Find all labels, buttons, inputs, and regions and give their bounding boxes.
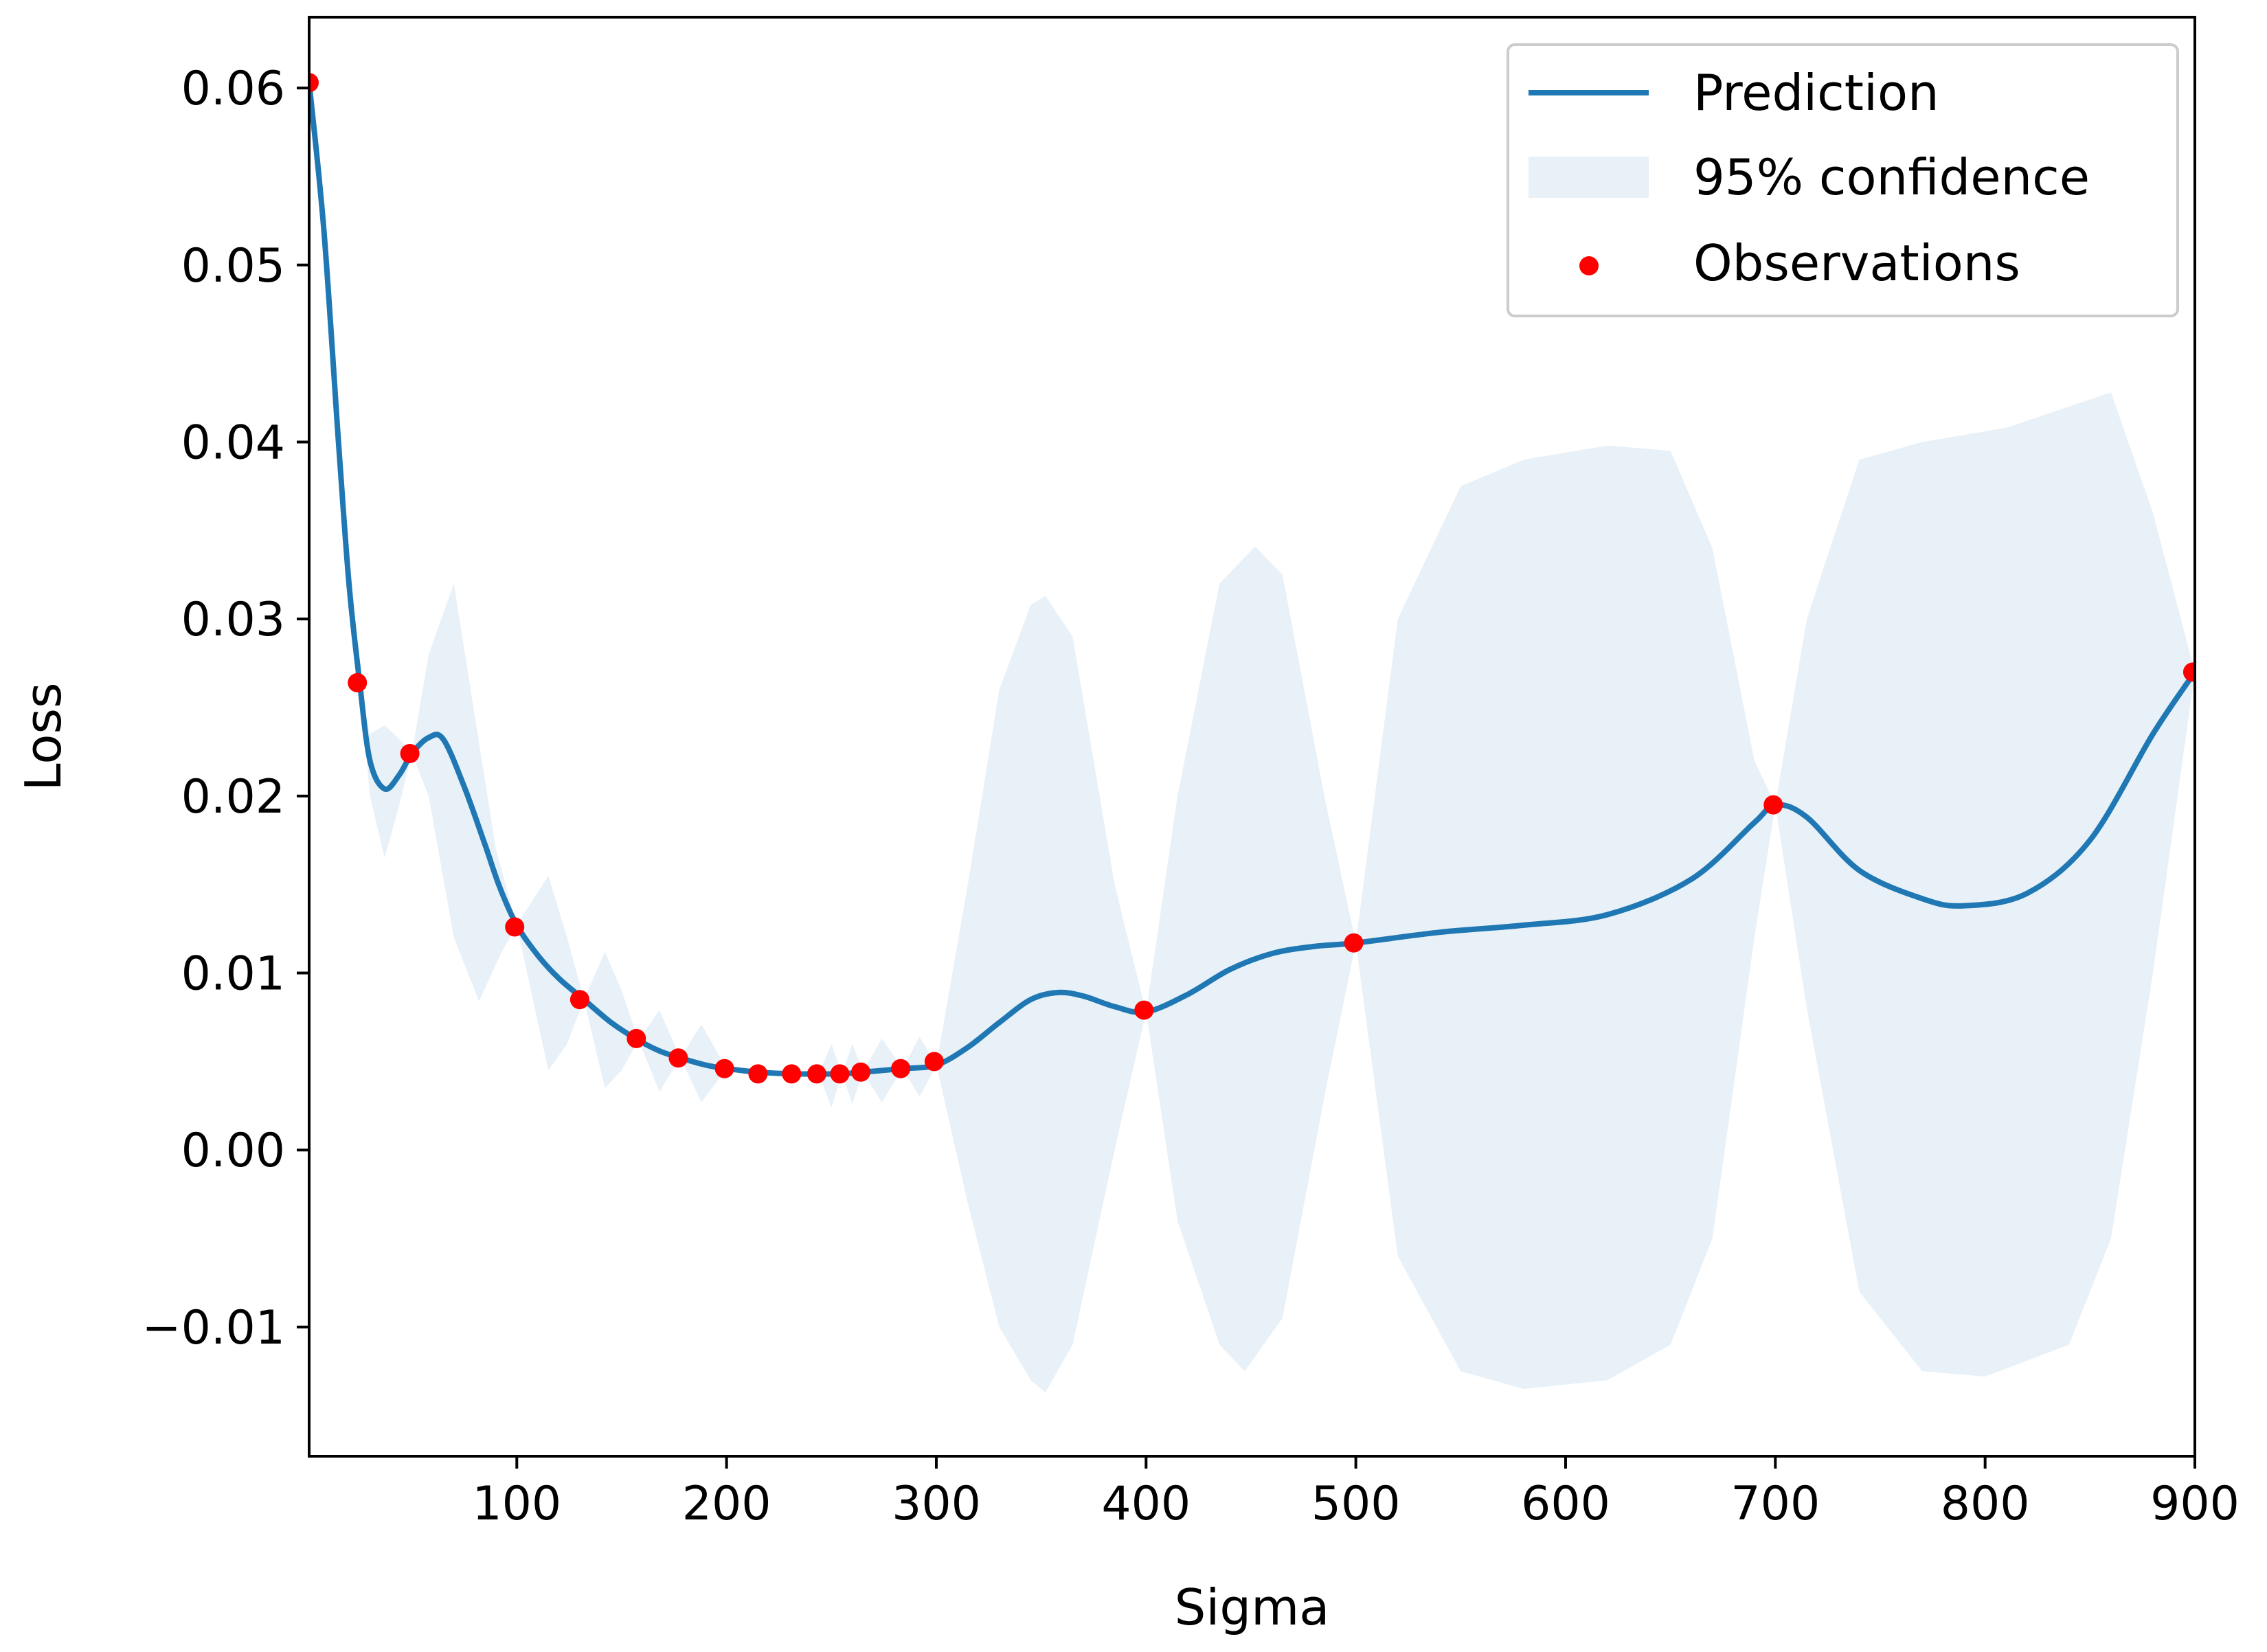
y-tick-label: 0.00 — [181, 1124, 285, 1178]
x-tick-label: 500 — [1311, 1477, 1401, 1531]
y-tick-label: 0.06 — [181, 62, 285, 116]
x-ticks-layer: 100 200 300 400 500 600 700 800 900 — [472, 1456, 2240, 1531]
x-tick-label: 400 — [1101, 1477, 1191, 1531]
x-axis-label: Sigma — [1175, 1579, 1330, 1636]
observation-point — [851, 1062, 870, 1082]
y-tick-label: 0.04 — [181, 416, 285, 470]
y-ticks-layer: −0.01 0.00 0.01 0.02 0.03 0.04 0.05 0.06 — [142, 62, 309, 1355]
observation-point — [309, 73, 319, 93]
observation-point — [668, 1048, 688, 1068]
y-tick-label: −0.01 — [142, 1301, 285, 1355]
x-tick-label: 900 — [2150, 1477, 2240, 1531]
observation-point — [505, 917, 525, 937]
x-tick-label: 300 — [892, 1477, 981, 1531]
observation-point — [1134, 1000, 1154, 1020]
axes-layer — [308, 16, 2196, 1458]
x-tick-label: 100 — [472, 1477, 561, 1531]
observation-point — [830, 1064, 850, 1084]
confidence-band — [309, 82, 2195, 1393]
observation-point — [891, 1059, 911, 1078]
y-tick-label: 0.01 — [181, 947, 285, 1002]
legend-label-confidence: 95% confidence — [1693, 148, 2090, 206]
observation-point — [627, 1028, 646, 1048]
observation-points-layer — [309, 73, 2195, 1084]
y-axis-label: Loss — [14, 683, 72, 791]
observation-point — [348, 672, 368, 692]
legend-box — [1507, 43, 2179, 317]
observation-point — [714, 1059, 734, 1078]
observation-point — [748, 1064, 768, 1084]
x-tick-label: 700 — [1730, 1477, 1820, 1531]
legend-label-prediction: Prediction — [1693, 64, 1939, 122]
legend: Prediction 95% confidence Observations — [1507, 43, 2179, 317]
y-tick-label: 0.02 — [181, 770, 285, 824]
y-tick-label: 0.03 — [181, 593, 285, 647]
observation-point — [1763, 795, 1783, 815]
x-tick-label: 800 — [1941, 1477, 2030, 1531]
legend-confidence-swatch — [1529, 157, 1649, 198]
x-tick-label: 200 — [682, 1477, 771, 1531]
legend-observations-swatch — [1579, 256, 1599, 275]
plot-frame — [308, 16, 2196, 1458]
legend-label-observations: Observations — [1693, 234, 2020, 292]
observation-point — [400, 744, 420, 763]
observation-point — [2183, 662, 2195, 682]
x-tick-label: 600 — [1521, 1477, 1610, 1531]
observation-point — [1344, 933, 1364, 953]
confidence-band-layer — [309, 82, 2195, 1393]
observation-point — [807, 1064, 826, 1084]
observation-point — [569, 990, 589, 1010]
y-tick-label: 0.05 — [181, 239, 285, 293]
observation-point — [782, 1064, 802, 1084]
observation-point — [924, 1052, 944, 1072]
